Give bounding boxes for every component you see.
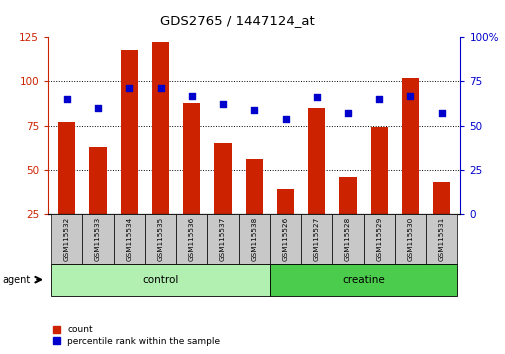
Bar [51,264,269,296]
Text: GSM115531: GSM115531 [438,217,444,261]
Text: GSM115537: GSM115537 [220,217,226,261]
Point [125,86,133,91]
Point [250,107,258,113]
Point [406,93,414,98]
Point [219,102,227,107]
Text: GSM115532: GSM115532 [64,217,70,261]
Bar [308,108,325,214]
Bar [370,127,387,214]
Text: GSM115535: GSM115535 [157,217,163,261]
Text: agent: agent [3,275,31,285]
Bar [276,189,293,214]
Bar [121,50,138,214]
Point [156,86,164,91]
Bar [363,214,394,264]
Bar [269,214,300,264]
Bar [152,42,169,214]
Bar [238,214,269,264]
Point [437,110,445,116]
Bar [183,103,200,214]
Point [63,96,71,102]
Text: GSM115527: GSM115527 [313,217,319,261]
Bar [425,214,457,264]
Bar [176,214,207,264]
Legend: count, percentile rank within the sample: count, percentile rank within the sample [53,325,220,346]
Text: control: control [142,275,178,285]
Bar [394,214,425,264]
Bar [207,214,238,264]
Bar [432,182,449,214]
Text: creatine: creatine [341,275,384,285]
Text: GDS2765 / 1447124_at: GDS2765 / 1447124_at [160,14,315,27]
Text: GSM115526: GSM115526 [282,217,288,261]
Bar [89,147,107,214]
Point [94,105,102,111]
Bar [339,177,356,214]
Bar [269,264,457,296]
Bar [144,214,176,264]
Text: GSM115533: GSM115533 [95,217,101,261]
Text: GSM115530: GSM115530 [407,217,413,261]
Bar [300,214,332,264]
Text: GSM115528: GSM115528 [344,217,350,261]
Bar [401,78,418,214]
Text: GSM115538: GSM115538 [251,217,257,261]
Text: GSM115534: GSM115534 [126,217,132,261]
Point [374,96,382,102]
Bar [114,214,144,264]
Bar [245,159,262,214]
Point [187,93,195,98]
Text: GSM115536: GSM115536 [188,217,194,261]
Bar [58,122,75,214]
Point [343,110,351,116]
Bar [214,143,231,214]
Point [312,95,320,100]
Bar [51,214,82,264]
Text: GSM115529: GSM115529 [376,217,381,261]
Point [281,116,289,121]
Bar [82,214,114,264]
Bar [332,214,363,264]
